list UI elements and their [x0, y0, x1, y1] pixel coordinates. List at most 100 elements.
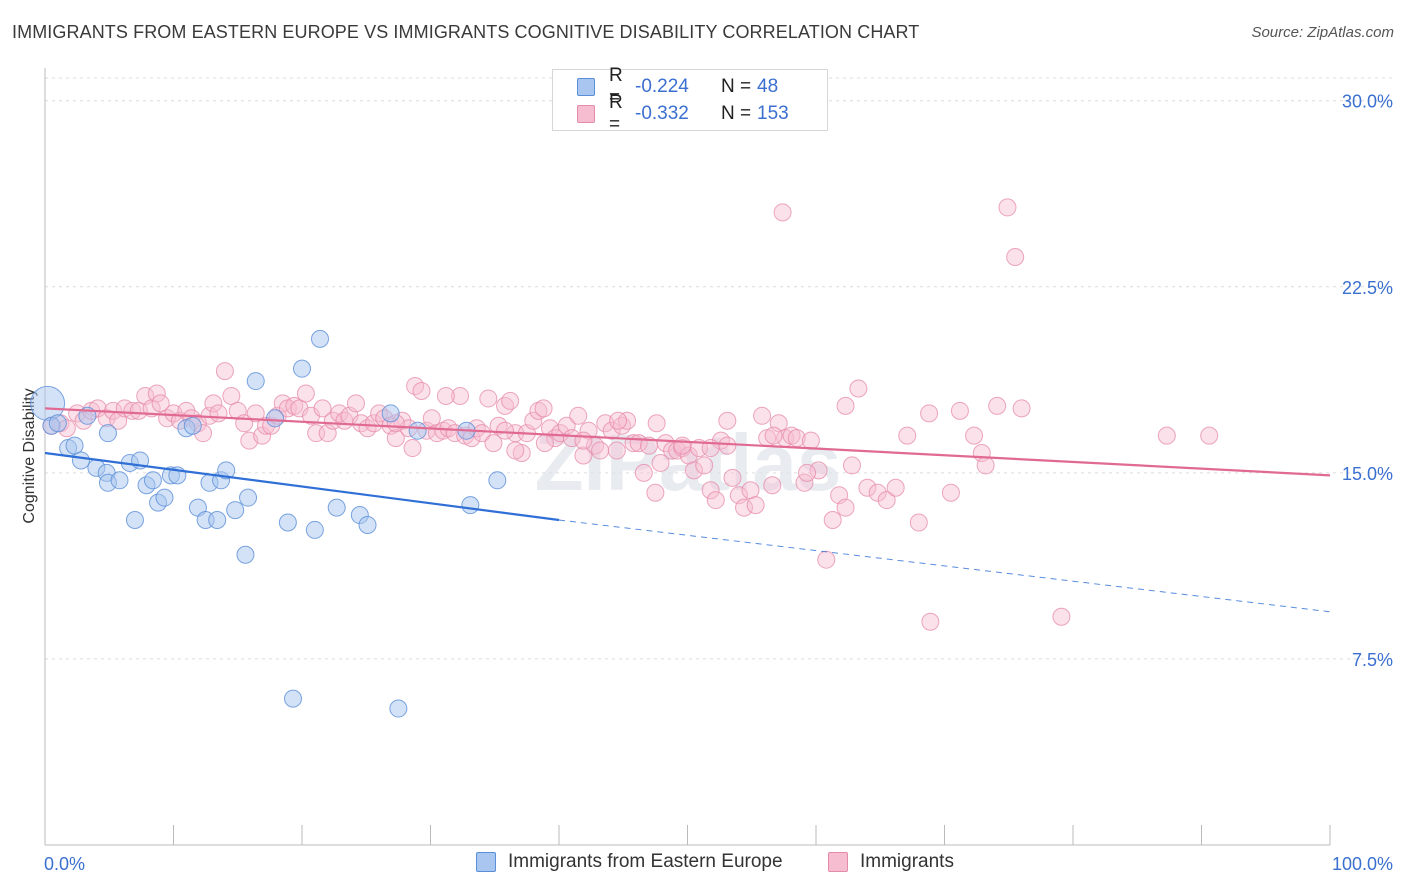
- data-point-eastern-europe: [266, 409, 285, 428]
- data-point-immigrants: [823, 511, 842, 530]
- data-point-immigrants: [801, 431, 820, 450]
- y-tick-label: 30.0%: [1342, 92, 1393, 112]
- data-point-immigrants: [151, 394, 170, 413]
- series-legend: Immigrants from Eastern Europe Immigrant…: [0, 851, 1406, 877]
- data-point-immigrants: [920, 404, 939, 423]
- data-point-immigrants: [569, 406, 588, 425]
- data-point-eastern-europe: [246, 372, 265, 391]
- data-point-eastern-europe: [381, 404, 400, 423]
- data-point-immigrants: [346, 394, 365, 413]
- data-point-immigrants: [998, 198, 1017, 217]
- legend-n-value: 153: [757, 103, 789, 124]
- data-point-immigrants: [877, 491, 896, 510]
- data-point-immigrants: [222, 386, 241, 405]
- data-point-eastern-europe: [305, 520, 324, 539]
- data-point-immigrants: [1200, 426, 1219, 445]
- data-point-immigrants: [684, 461, 703, 480]
- data-point-immigrants: [909, 513, 928, 532]
- data-point-immigrants: [579, 421, 598, 440]
- data-point-eastern-europe: [98, 424, 117, 443]
- data-point-immigrants: [484, 434, 503, 453]
- data-point-immigrants: [273, 394, 292, 413]
- data-point-immigrants: [246, 404, 265, 423]
- legend-swatch-pink: [828, 852, 848, 872]
- data-point-immigrants: [123, 401, 142, 420]
- data-point-eastern-europe: [239, 488, 258, 507]
- data-point-eastern-europe: [236, 545, 255, 564]
- data-point-immigrants: [718, 436, 737, 455]
- data-point-eastern-europe: [65, 436, 84, 455]
- data-point-immigrants: [574, 431, 593, 450]
- legend-swatch-pink: [577, 105, 595, 123]
- data-point-eastern-europe: [293, 359, 311, 378]
- data-point-immigrants: [836, 498, 855, 517]
- trend-line-eastern-europe: [44, 451, 560, 522]
- legend-row-immigrants: R = -0.332 N = 153: [577, 92, 789, 135]
- data-point-eastern-europe: [226, 501, 245, 520]
- data-point-immigrants: [529, 401, 548, 420]
- data-point-immigrants: [646, 483, 665, 502]
- data-point-immigrants: [735, 498, 754, 517]
- data-point-immigrants: [763, 476, 782, 495]
- data-point-immigrants: [842, 456, 861, 475]
- legend-swatch-blue: [577, 78, 595, 96]
- data-point-immigrants: [534, 399, 553, 418]
- data-point-immigrants: [965, 426, 984, 445]
- data-point-immigrants: [506, 441, 525, 460]
- data-point-immigrants: [817, 550, 836, 569]
- data-point-immigrants: [434, 421, 453, 440]
- data-point-immigrants: [436, 386, 455, 405]
- data-point-immigrants: [607, 441, 626, 460]
- data-point-immigrants: [723, 468, 742, 487]
- data-point-immigrants: [496, 421, 515, 440]
- data-point-eastern-europe: [155, 488, 174, 507]
- data-point-immigrants: [695, 456, 714, 475]
- legend-row-eastern-europe: R = -0.224 N = 48: [577, 65, 778, 108]
- trend-lines: [44, 407, 1331, 613]
- data-point-immigrants: [634, 463, 653, 482]
- x-tick-label: 100.0%: [1332, 854, 1393, 874]
- legend-r-value: -0.224: [635, 76, 689, 97]
- data-point-immigrants: [836, 396, 855, 415]
- data-point-immigrants: [386, 429, 405, 448]
- data-point-eastern-europe: [310, 329, 329, 348]
- data-point-immigrants: [988, 396, 1007, 415]
- data-point-immigrants: [753, 406, 772, 425]
- data-point-eastern-europe: [358, 515, 377, 534]
- data-point-immigrants: [701, 481, 720, 500]
- data-point-immigrants: [798, 463, 817, 482]
- legend-swatch-blue: [476, 852, 496, 872]
- data-point-eastern-europe: [327, 498, 346, 517]
- data-point-immigrants: [535, 434, 554, 453]
- data-point-eastern-europe: [217, 461, 236, 480]
- data-point-immigrants: [898, 426, 917, 445]
- legend-item-immigrants: Immigrants: [828, 851, 954, 873]
- legend-r-label: R =: [609, 65, 623, 108]
- data-point-immigrants: [204, 394, 223, 413]
- y-tick-label: 22.5%: [1342, 278, 1393, 298]
- series-immigrants: [42, 198, 1219, 631]
- data-point-immigrants: [602, 421, 621, 440]
- data-point-eastern-europe: [125, 511, 144, 530]
- legend-item-eastern-europe: Immigrants from Eastern Europe: [476, 851, 783, 873]
- data-point-eastern-europe: [284, 689, 303, 708]
- data-point-immigrants: [209, 404, 228, 423]
- legend-label: Immigrants from Eastern Europe: [508, 851, 783, 872]
- data-point-immigrants: [574, 446, 593, 465]
- data-point-immigrants: [764, 426, 783, 445]
- data-point-immigrants: [941, 483, 960, 502]
- data-point-immigrants: [1157, 426, 1176, 445]
- data-point-immigrants: [285, 396, 304, 415]
- data-point-immigrants: [886, 478, 905, 497]
- data-point-immigrants: [706, 491, 725, 510]
- data-point-immigrants: [412, 381, 431, 400]
- legend-n-label: N =: [721, 76, 752, 97]
- data-point-immigrants: [809, 461, 828, 480]
- data-point-immigrants: [950, 401, 969, 420]
- axes: [44, 68, 1331, 846]
- data-point-immigrants: [562, 429, 581, 448]
- data-point-eastern-europe: [488, 471, 507, 490]
- data-point-immigrants: [673, 436, 692, 455]
- data-point-immigrants: [782, 426, 801, 445]
- data-point-immigrants: [215, 362, 234, 381]
